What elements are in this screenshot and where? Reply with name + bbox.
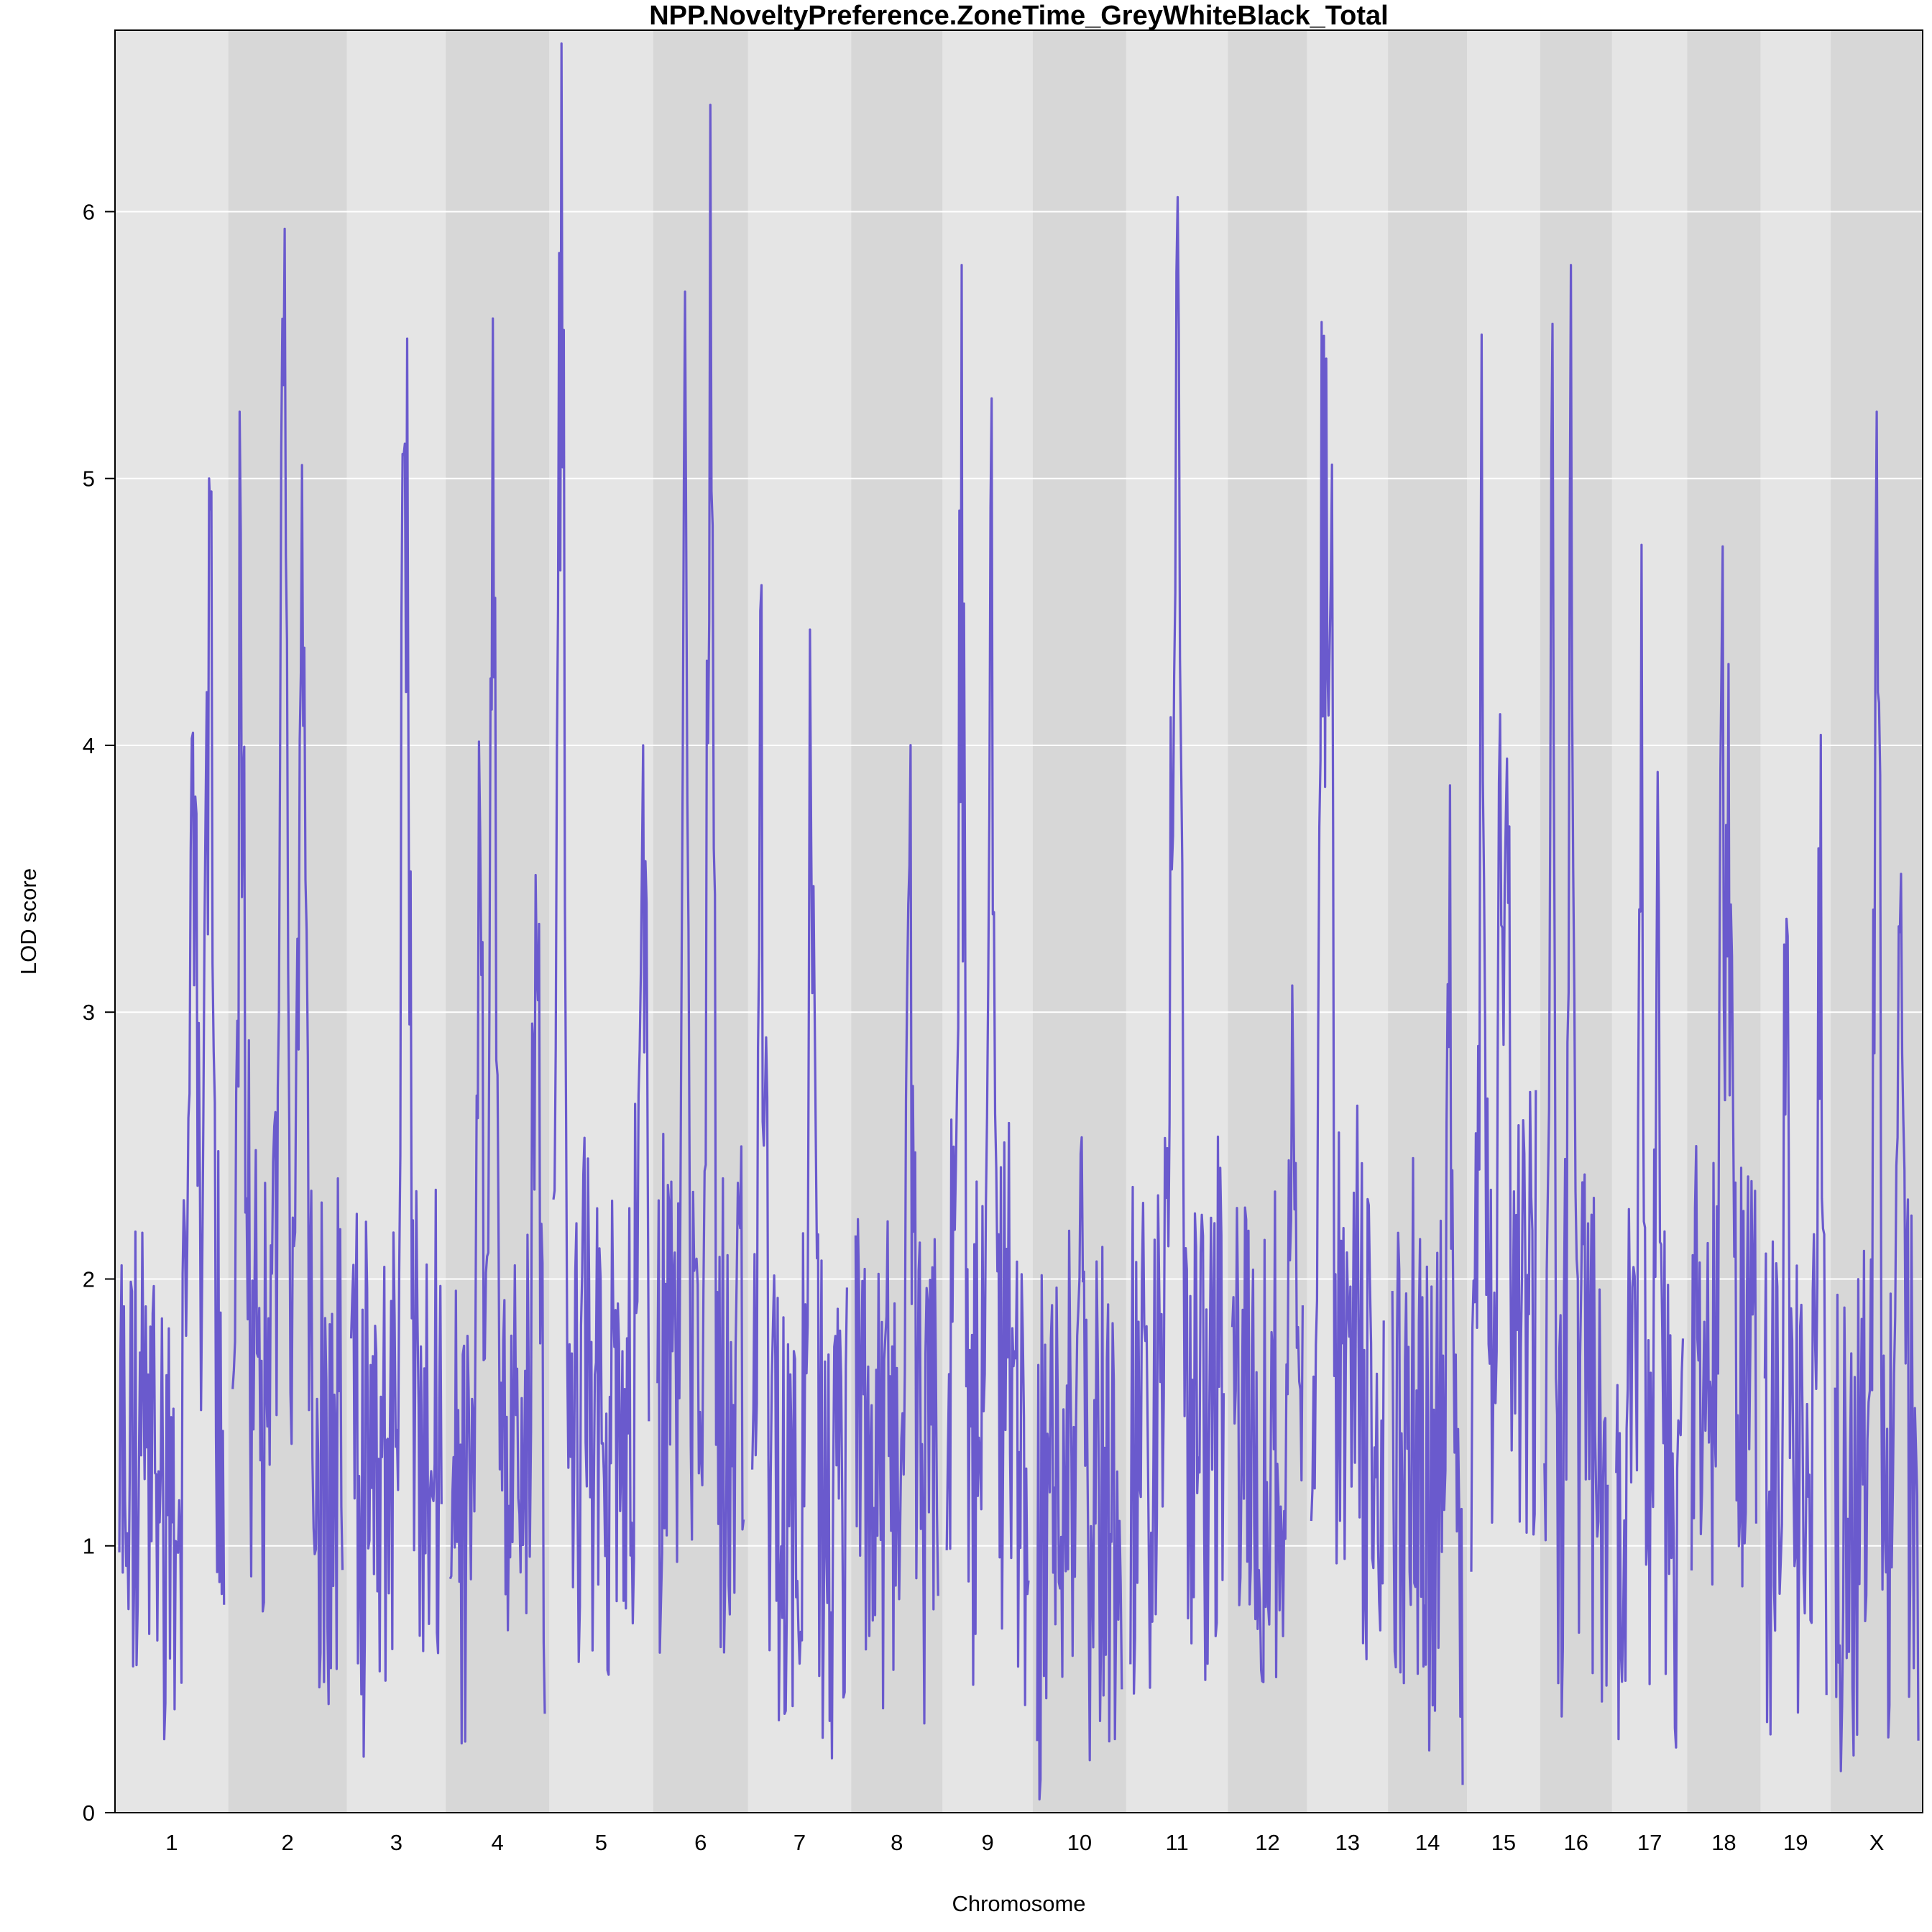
- y-tick-label-6: 6: [83, 199, 95, 224]
- lod-line-chr-7: [751, 584, 848, 1760]
- x-tick-label-9: 9: [981, 1830, 993, 1855]
- x-tick-label-3: 3: [390, 1830, 402, 1855]
- y-axis-ticks: 0 1 2 3 4 5 6: [83, 199, 115, 1826]
- lod-line-chr-13: [1310, 321, 1385, 1661]
- x-axis-label: Chromosome: [952, 1891, 1085, 1916]
- x-tick-label-12: 12: [1255, 1830, 1279, 1855]
- lod-line-chr-19: [1763, 733, 1828, 1736]
- lod-line-chr-1: [118, 477, 226, 1741]
- lod-line-chr-11: [1129, 196, 1225, 1695]
- y-axis-label: LOD score: [16, 868, 41, 975]
- x-tick-label-14: 14: [1415, 1830, 1440, 1855]
- lod-line-chr-15: [1470, 334, 1537, 1572]
- x-axis-ticks: 1 2 3 4 5 6 7 8 9 10 11 12 13 14 15 16 17 18 19 X: [165, 1830, 1885, 1855]
- y-tick-label-4: 4: [83, 733, 95, 758]
- x-tick-label-6: 6: [694, 1830, 707, 1855]
- x-tick-label-17: 17: [1637, 1830, 1662, 1855]
- lod-line-chr-18: [1690, 545, 1757, 1588]
- lod-series: [118, 42, 1920, 1800]
- y-tick-label-5: 5: [83, 466, 95, 492]
- x-tick-label-10: 10: [1067, 1830, 1092, 1855]
- lod-line-chr-17: [1615, 543, 1685, 1749]
- x-tick-label-15: 15: [1491, 1830, 1516, 1855]
- lod-line-chr-5: [552, 42, 650, 1676]
- x-tick-label-13: 13: [1335, 1830, 1360, 1855]
- lod-line-chr-3: [349, 337, 443, 1758]
- lod-line-chr-8: [854, 744, 939, 1725]
- x-tick-label-X: X: [1869, 1830, 1885, 1855]
- x-tick-label-16: 16: [1564, 1830, 1588, 1855]
- y-tick-label-3: 3: [83, 1000, 95, 1025]
- y-tick-label-2: 2: [83, 1266, 95, 1292]
- lod-line-chr-12: [1230, 984, 1304, 1683]
- x-tick-label-18: 18: [1711, 1830, 1736, 1855]
- x-tick-label-4: 4: [492, 1830, 504, 1855]
- chromosome-band-7: [748, 30, 852, 1813]
- x-tick-label-2: 2: [281, 1830, 293, 1855]
- lod-line-chr-2: [231, 227, 344, 1706]
- x-tick-label-1: 1: [165, 1830, 178, 1855]
- y-tick-label-1: 1: [83, 1534, 95, 1559]
- y-tick-label-0: 0: [83, 1800, 95, 1826]
- chart-title: NPP.NoveltyPreference.ZoneTime_GreyWhite…: [649, 1, 1389, 31]
- lod-line-chr-X: [1834, 410, 1920, 1772]
- lod-line-chr-10: [1036, 1136, 1123, 1800]
- lod-line-chr-14: [1391, 784, 1464, 1785]
- lod-line-chr-4: [448, 317, 546, 1745]
- lod-line-chr-6: [656, 104, 745, 1654]
- x-tick-label-5: 5: [595, 1830, 607, 1855]
- lod-line-chr-9: [945, 264, 1030, 1706]
- x-tick-label-7: 7: [794, 1830, 806, 1855]
- x-tick-label-11: 11: [1166, 1830, 1189, 1855]
- chromosome-band-5: [549, 30, 654, 1813]
- plot-frame: [114, 29, 1923, 1813]
- x-tick-label-19: 19: [1783, 1830, 1808, 1855]
- chromosome-band-6: [653, 30, 749, 1813]
- lod-line-chr-16: [1543, 264, 1609, 1718]
- x-tick-label-8: 8: [891, 1830, 903, 1855]
